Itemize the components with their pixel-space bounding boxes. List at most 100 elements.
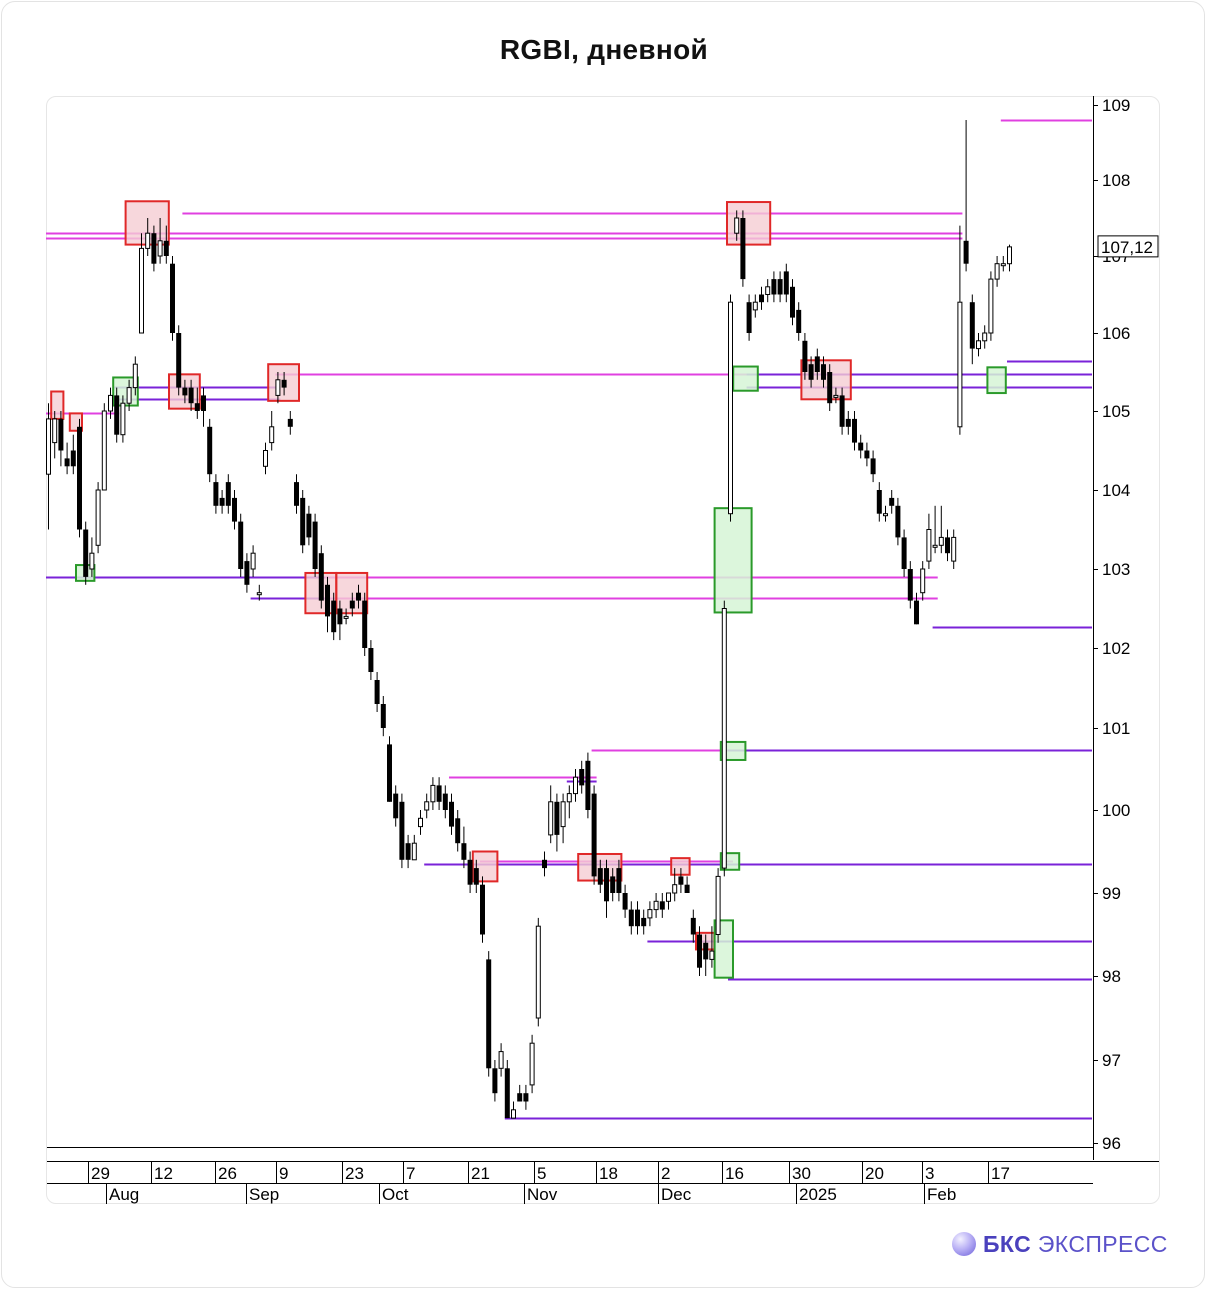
month-label: Feb [927,1185,956,1204]
candle-body [337,608,343,625]
candle-body [945,537,950,554]
candles [46,120,1012,1119]
candle-body [114,395,120,435]
candle [628,901,634,935]
candle [480,876,485,943]
candle [814,348,820,380]
candle [684,876,690,893]
candle [207,418,213,483]
candle [715,868,721,943]
candle [870,450,876,483]
candle [244,553,250,593]
x-tick-label: 5 [537,1164,546,1183]
candle [796,302,802,341]
candle [467,851,473,893]
candle-body [294,482,299,506]
candle-body [771,279,777,295]
brand-name-light: ЭКСПРЕСС [1037,1230,1168,1257]
candle [238,513,244,577]
candle-body [362,600,368,648]
candle-body [120,402,126,436]
candle-body [83,529,89,577]
candle-body [628,909,634,927]
candle-body [597,868,603,885]
candle [976,333,981,357]
candle [312,513,318,577]
candle-body [517,1093,523,1102]
candle-body [852,418,857,443]
candle-body [653,900,659,911]
candle-body [790,286,795,318]
candle [461,826,467,869]
candle [690,909,696,943]
brand-name-bold: БКС [983,1230,1032,1257]
candle-body [542,859,547,869]
month-label: Aug [109,1185,139,1204]
candle [938,505,944,554]
candle [380,696,386,737]
candle-body [504,1068,510,1119]
bullish-zone [713,507,753,614]
candle [963,120,969,272]
candle-body [895,505,901,538]
candle [579,760,585,794]
candle-body [641,917,647,927]
candle-body [783,271,789,295]
candle [529,1034,535,1094]
candle-body [126,387,132,404]
candle-body [734,217,740,234]
candle [356,584,361,609]
candle-body [64,458,70,467]
candle [548,785,554,844]
candle-body [511,1109,516,1119]
candle-body [356,592,361,601]
candle [982,325,988,349]
candle-body [108,394,113,412]
candle [405,834,411,869]
candle [734,210,740,241]
candle-body [157,240,163,257]
x-tick-label: 23 [345,1164,364,1183]
candle [393,785,399,827]
candle [895,497,901,546]
candle-body [101,410,107,491]
candle-body [480,884,485,935]
candle [610,868,616,902]
candle-body [554,801,560,835]
candle-body [213,482,219,506]
candle [343,608,349,625]
candle [1007,244,1012,272]
candle [368,640,374,680]
candle-body [207,426,213,475]
candle-body [883,513,888,517]
candle-body [548,801,554,836]
candle-body [870,458,876,475]
candle [858,434,864,459]
candle [139,233,144,334]
chart-frame [46,96,1160,1204]
candle [672,868,678,902]
candle-body [566,793,572,803]
candle [771,271,777,303]
x-tick-label: 30 [792,1164,811,1183]
candle-body [814,356,820,372]
candle [1000,256,1006,272]
y-tick-label: 103 [1102,560,1130,579]
candle-body [901,537,907,569]
candle-body [498,1051,504,1069]
y-tick-label: 97 [1102,1051,1121,1070]
candle-body [740,218,746,280]
candle [622,884,628,918]
candle [951,529,957,569]
candle-body [170,263,175,333]
candle [163,225,169,264]
candle [101,403,107,491]
candle-body [976,340,981,350]
candle-body [306,513,312,538]
candle [77,418,82,538]
candle [920,561,926,601]
candle-body [759,294,764,303]
candle [176,325,182,396]
month-label: Sep [249,1185,279,1204]
